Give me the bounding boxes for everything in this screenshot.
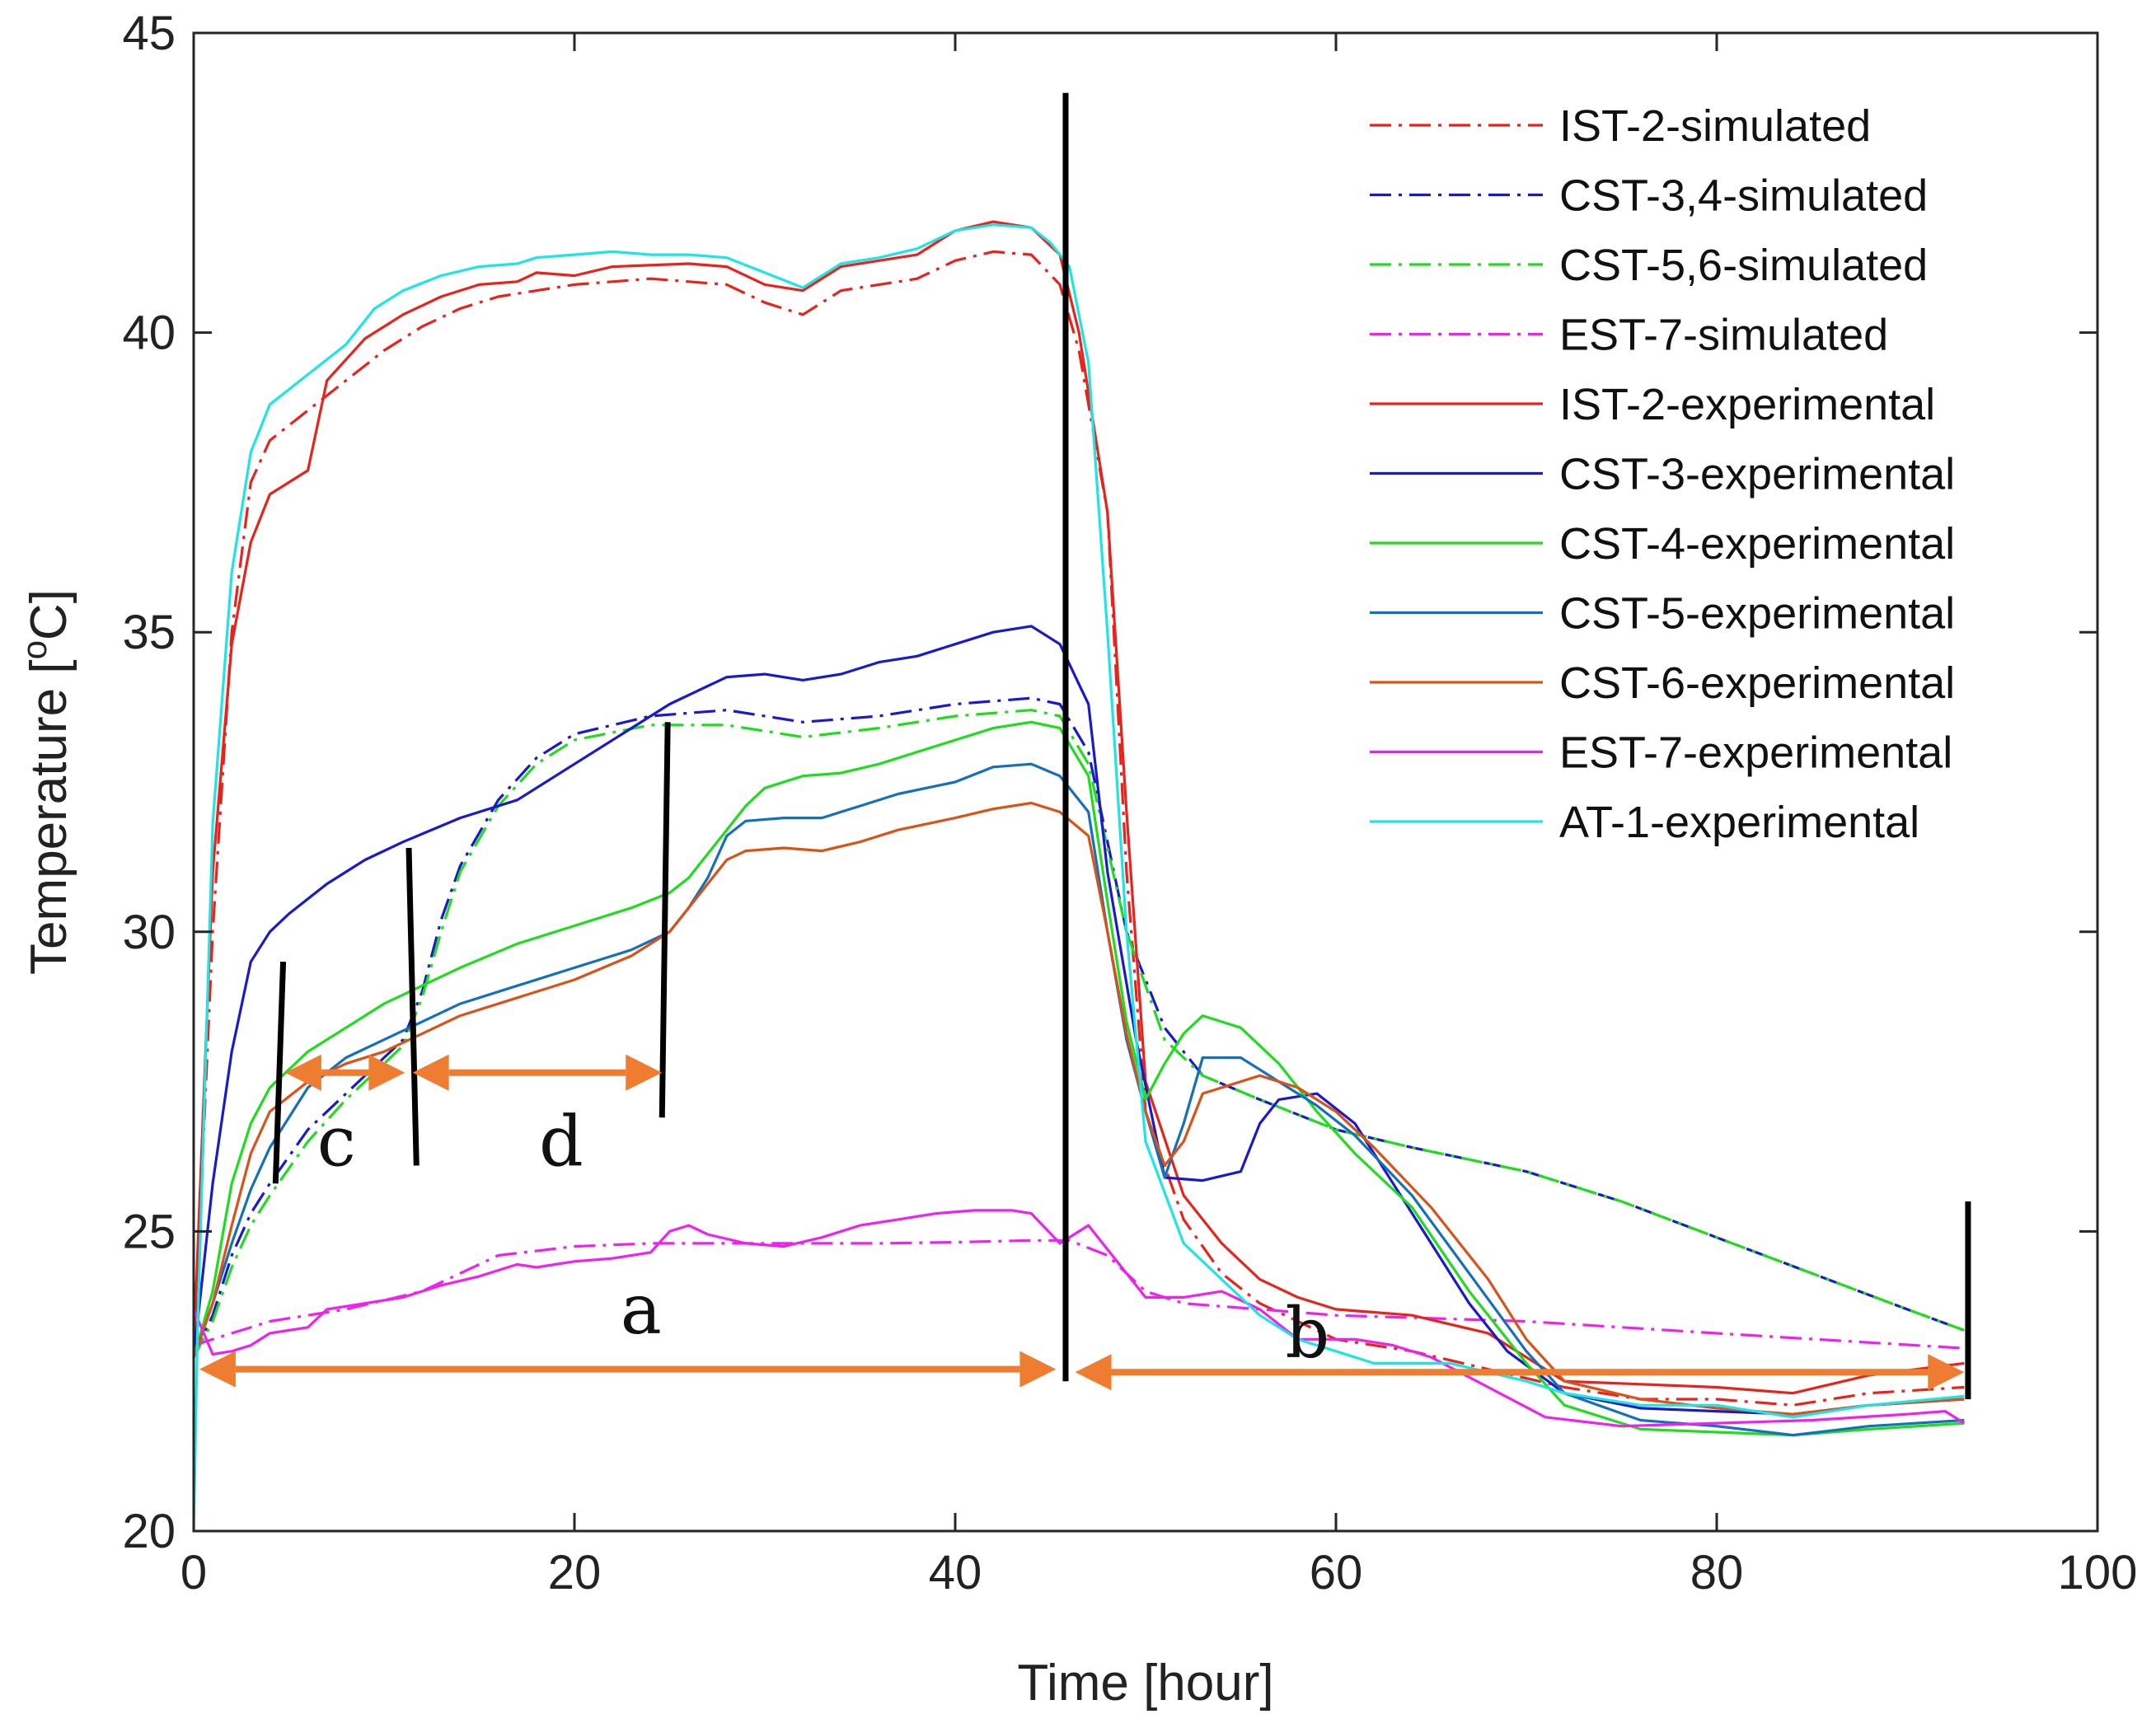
legend-label-2: CST-5,6-simulated — [1559, 241, 1928, 290]
series-line-3 — [193, 1239, 1965, 1350]
legend-label-4: IST-2-experimental — [1559, 380, 1935, 429]
series-line-10 — [192, 223, 1965, 1532]
legend-label-3: EST-7-simulated — [1559, 311, 1888, 360]
phase-boundary-bar-0 — [272, 962, 287, 1184]
x-tick-label-3: 60 — [1310, 1546, 1363, 1599]
span-label-d: d — [539, 1101, 584, 1182]
x-tick-label-2: 40 — [929, 1546, 982, 1599]
phase-boundary-bar-1 — [405, 847, 419, 1166]
span-arrow-head-left-a — [199, 1351, 236, 1388]
x-tick-label-5: 100 — [2058, 1546, 2138, 1599]
annotation-layer: a b c d — [199, 92, 1971, 1400]
legend-label-6: CST-4-experimental — [1559, 519, 1955, 569]
series-line-7 — [192, 762, 1965, 1437]
legend-label-5: CST-3-experimental — [1559, 450, 1955, 499]
span-label-b: b — [1285, 1293, 1329, 1374]
span-arrow-head-right-b — [1928, 1354, 1965, 1391]
legend-label-9: EST-7-experimental — [1559, 728, 1952, 778]
legend-label-7: CST-5-experimental — [1559, 589, 1955, 639]
x-tick-label-1: 20 — [548, 1546, 602, 1599]
y-axis-label: Temperature [oC] — [15, 589, 77, 975]
y-axis-label-tail: C] — [21, 589, 77, 640]
span-arrow-head-right-d — [626, 1054, 663, 1091]
legend-label-1: CST-3,4-simulated — [1559, 171, 1928, 221]
series-layer — [192, 220, 1966, 1532]
y-tick-label-2: 30 — [122, 906, 176, 959]
series-line-8 — [192, 801, 1965, 1416]
x-tick-label-0: 0 — [180, 1546, 207, 1599]
series-line-0 — [192, 250, 1965, 1407]
series-line-5 — [192, 625, 1965, 1416]
series-line-2 — [192, 709, 1965, 1358]
span-arrow-head-right-a — [1019, 1351, 1057, 1388]
span-label-a: a — [621, 1269, 662, 1350]
plot-frame — [192, 31, 2099, 1533]
y-tick-label-1: 25 — [122, 1205, 176, 1258]
x-tick-label-4: 80 — [1690, 1546, 1744, 1599]
y-axis-label-sup: o — [15, 640, 54, 659]
y-axis-label-main: Temperature [ — [21, 659, 77, 975]
span-arrow-head-right-c — [368, 1054, 405, 1091]
y-tick-label-5: 45 — [122, 7, 176, 60]
series-line-9 — [192, 1209, 1966, 1428]
legend-label-0: IST-2-simulated — [1559, 101, 1871, 151]
phase-boundary-bar-2 — [659, 722, 671, 1118]
y-tick-label-4: 40 — [122, 307, 176, 360]
legend-label-8: CST-6-experimental — [1559, 658, 1955, 708]
legend: IST-2-simulated CST-3,4-simulated CST-5,6-… — [1370, 101, 1955, 847]
y-tick-label-3: 35 — [122, 606, 176, 659]
x-axis-label: Time [hour] — [1017, 1655, 1273, 1712]
series-line-4 — [192, 220, 1965, 1395]
x-axis-ticks: 0 20 40 60 80 100 — [180, 33, 2138, 1599]
y-axis-ticks: 20 25 30 35 40 45 — [122, 7, 2097, 1558]
span-arrow-head-left-b — [1075, 1354, 1112, 1391]
y-tick-label-0: 20 — [122, 1505, 176, 1558]
series-line-1 — [192, 696, 1965, 1358]
span-label-c: c — [317, 1101, 356, 1182]
span-arrow-head-left-c — [284, 1054, 321, 1091]
legend-label-10: AT-1-experimental — [1559, 798, 1919, 847]
series-line-6 — [192, 720, 1965, 1437]
span-arrow-head-left-d — [412, 1054, 449, 1091]
